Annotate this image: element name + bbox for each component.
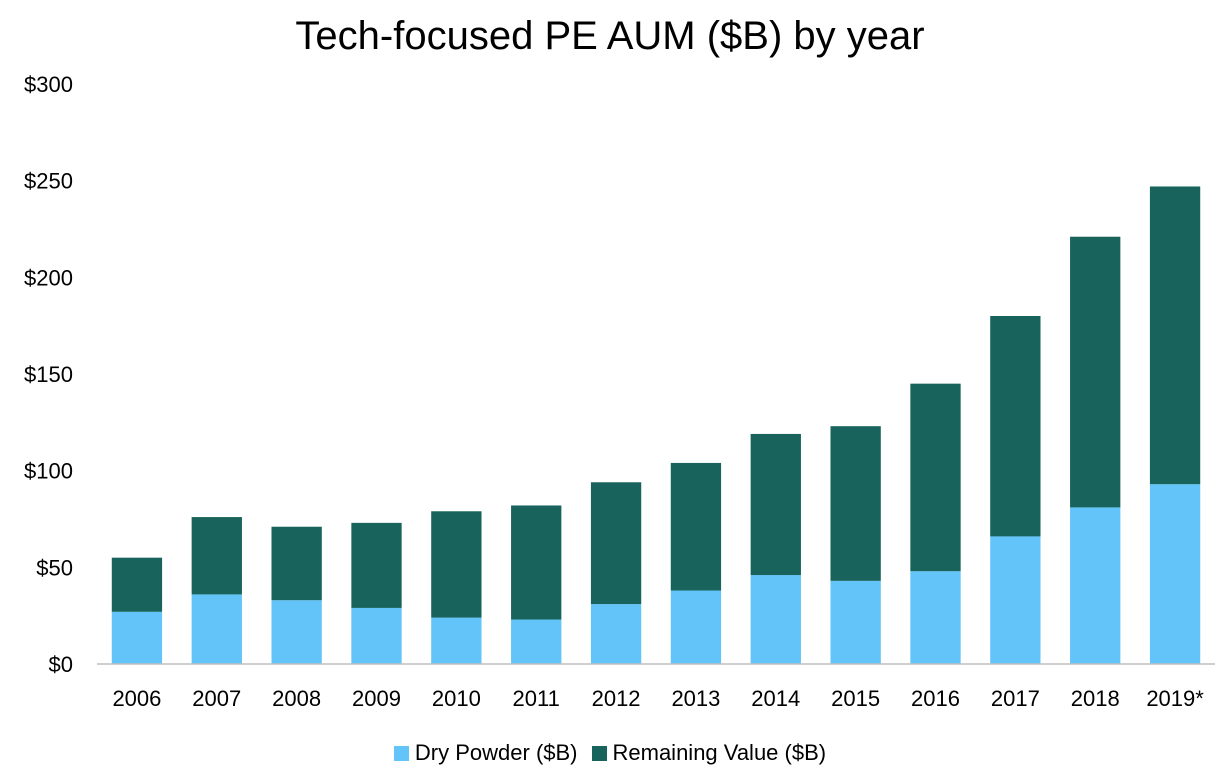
bar-remaining-value	[191, 517, 242, 595]
bar-remaining-value	[511, 505, 562, 620]
legend: Dry Powder ($B) Remaining Value ($B)	[0, 740, 1220, 766]
y-axis-labels: $0 $50 $100 $150 $200 $250 $300	[24, 72, 73, 677]
bar-remaining-value	[990, 316, 1041, 537]
legend-item-dry-powder: Dry Powder ($B)	[393, 740, 578, 766]
bars	[111, 186, 1201, 664]
x-tick-label: 2018	[1071, 686, 1120, 711]
legend-swatch-remaining-value	[591, 745, 607, 761]
x-tick-label: 2017	[991, 686, 1040, 711]
y-tick-label: $200	[24, 265, 73, 290]
y-tick-label: $300	[24, 72, 73, 97]
x-tick-label: 2009	[352, 686, 401, 711]
bar-dry-powder	[431, 617, 482, 664]
legend-item-remaining-value: Remaining Value ($B)	[591, 740, 827, 766]
y-tick-label: $0	[49, 652, 73, 677]
bar-dry-powder	[750, 575, 801, 664]
y-tick-label: $100	[24, 459, 73, 484]
bar-dry-powder	[830, 580, 881, 664]
bar-dry-powder	[910, 571, 961, 664]
y-tick-label: $50	[36, 555, 73, 580]
bar-remaining-value	[670, 462, 722, 591]
y-tick-label: $150	[24, 362, 73, 387]
bar-dry-powder	[351, 607, 402, 664]
bar-remaining-value	[590, 482, 642, 605]
legend-label-remaining-value: Remaining Value ($B)	[612, 740, 827, 765]
bar-remaining-value	[1070, 236, 1121, 508]
x-tick-label: 2012	[592, 686, 641, 711]
x-tick-label: 2010	[432, 686, 481, 711]
x-tick-label: 2007	[192, 686, 241, 711]
bar-remaining-value	[750, 433, 801, 576]
bar-remaining-value	[431, 511, 482, 618]
x-tick-label: 2019*	[1146, 686, 1204, 711]
x-tick-label: 2006	[112, 686, 161, 711]
chart-title: Tech-focused PE AUM ($B) by year	[295, 14, 925, 58]
x-tick-label: 2011	[513, 686, 560, 711]
bar-remaining-value	[830, 426, 881, 581]
legend-label-dry-powder: Dry Powder ($B)	[414, 740, 578, 765]
bar-remaining-value	[351, 522, 402, 608]
y-tick-label: $250	[24, 169, 73, 194]
bar-dry-powder	[1149, 484, 1201, 664]
bar-dry-powder	[191, 594, 242, 664]
bar-dry-powder	[1070, 507, 1121, 664]
bar-dry-powder	[990, 536, 1041, 664]
legend-swatch-dry-powder	[393, 745, 409, 761]
bar-dry-powder	[511, 619, 562, 664]
bar-dry-powder	[111, 611, 163, 664]
x-tick-label: 2016	[911, 686, 960, 711]
x-tick-label: 2015	[831, 686, 880, 711]
bar-remaining-value	[910, 383, 961, 572]
bar-dry-powder	[271, 600, 322, 664]
bar-remaining-value	[271, 526, 322, 601]
bar-dry-powder	[670, 590, 722, 664]
bar-remaining-value	[1149, 186, 1201, 485]
x-tick-label: 2014	[751, 686, 800, 711]
bar-dry-powder	[590, 604, 642, 664]
x-tick-label: 2008	[272, 686, 321, 711]
x-axis-labels: 2006 2007 2008 2009 2010 2011 2012 2013 2014 2015…	[112, 686, 1204, 711]
x-tick-label: 2013	[671, 686, 720, 711]
bar-remaining-value	[111, 557, 163, 612]
